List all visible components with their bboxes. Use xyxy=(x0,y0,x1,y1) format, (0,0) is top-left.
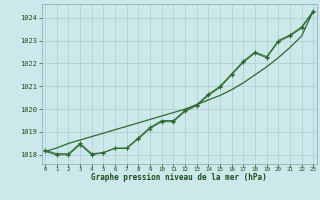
X-axis label: Graphe pression niveau de la mer (hPa): Graphe pression niveau de la mer (hPa) xyxy=(91,173,267,182)
